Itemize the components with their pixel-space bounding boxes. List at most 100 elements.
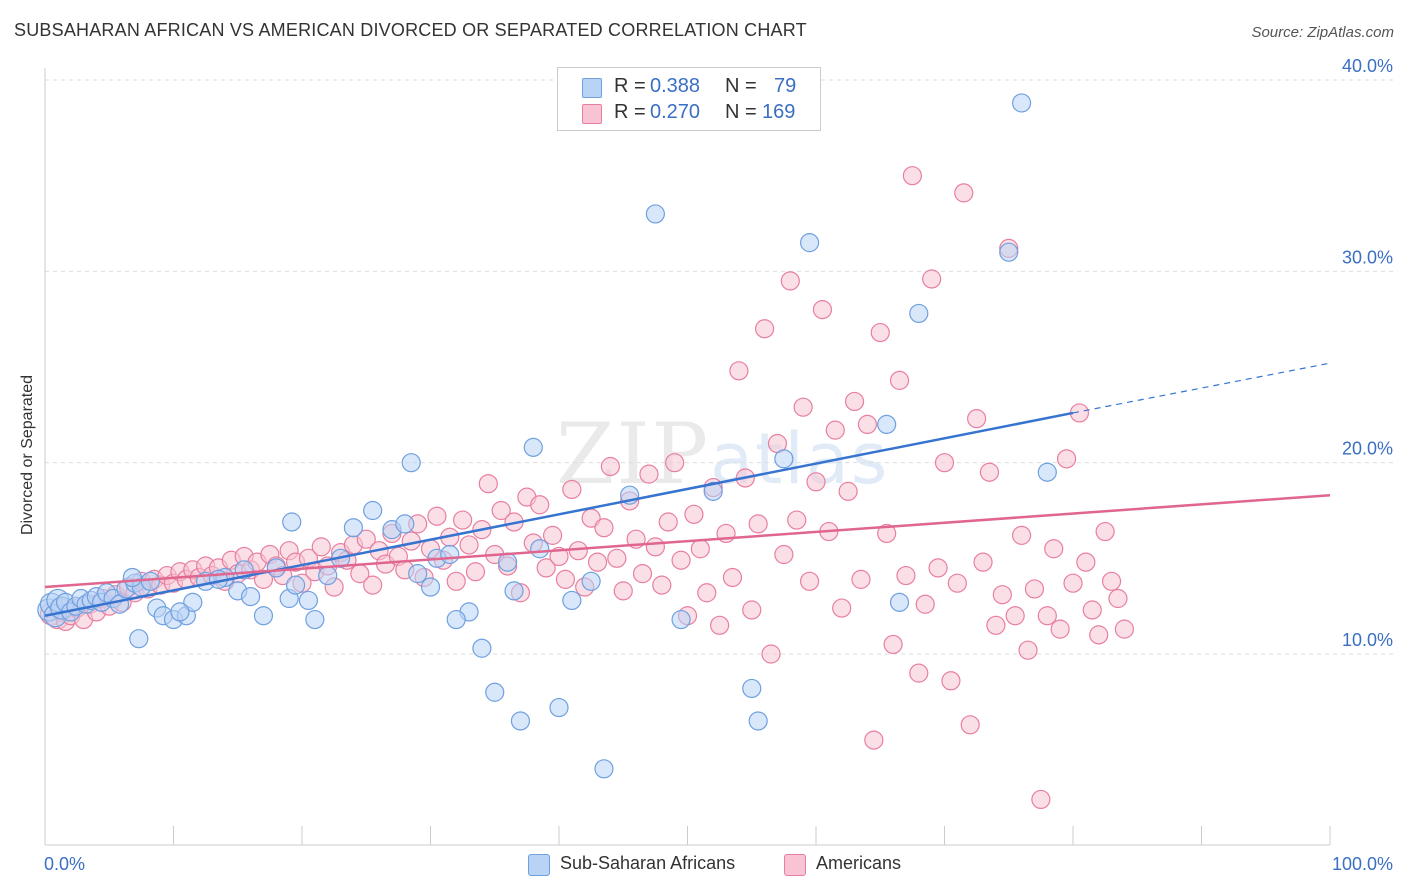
axes <box>44 68 1331 846</box>
sub-saharan-africans-point <box>504 581 524 601</box>
americans-point <box>1037 606 1057 626</box>
r-label: R = <box>614 101 646 123</box>
sub-saharan-africans-point <box>253 606 274 626</box>
tick-labels: 10.0% 20.0% 30.0% 40.0% 0.0% 100.0% <box>44 56 1393 874</box>
americans-point <box>967 409 987 429</box>
americans-point <box>1114 619 1135 639</box>
n-label: N = <box>725 101 757 123</box>
americans-point <box>774 544 794 565</box>
sub-saharan-africans-point <box>472 638 492 658</box>
sub-saharan-africans-point <box>408 564 428 584</box>
americans-point <box>812 300 833 320</box>
americans-point <box>1095 521 1115 542</box>
sub-saharan-africans-point <box>671 609 691 630</box>
x-tick-label: 0.0% <box>44 854 85 874</box>
stats-swatch-americans <box>582 104 602 124</box>
americans-point <box>600 456 621 477</box>
americans-point <box>909 663 929 683</box>
americans-point <box>1089 625 1109 645</box>
americans-point <box>568 541 588 561</box>
americans-point <box>787 510 807 530</box>
sub-saharan-africans-point <box>909 303 929 324</box>
americans-point <box>754 319 775 339</box>
americans-point <box>453 510 473 530</box>
americans-point <box>607 548 627 568</box>
americans-point <box>877 523 897 544</box>
americans-point <box>1082 600 1102 620</box>
americans-point <box>928 558 948 578</box>
americans-point <box>690 539 710 559</box>
sub-saharan-africans-point <box>241 586 261 607</box>
trend-line-sub-saharan-africans <box>44 411 1074 617</box>
americans-point <box>1011 525 1032 545</box>
y-tick-label: 20.0% <box>1342 439 1393 459</box>
legend-label: Sub-Saharan Africans <box>560 853 736 873</box>
americans-point <box>799 571 820 591</box>
sub-saharan-africans-point <box>183 592 203 612</box>
sub-saharan-africans-point <box>742 678 762 699</box>
sub-saharan-africans-point <box>129 629 149 649</box>
americans-point <box>594 518 614 538</box>
sub-saharan-africans-point <box>1037 462 1057 482</box>
sub-saharan-africans-point <box>594 759 614 779</box>
americans-point <box>427 506 447 526</box>
sub-saharan-africans-point <box>298 590 319 611</box>
americans-point <box>954 183 974 203</box>
americans-point <box>761 644 781 664</box>
americans-point <box>632 564 653 584</box>
americans-point <box>883 634 903 655</box>
americans-point <box>671 550 691 570</box>
americans-point <box>979 462 1000 482</box>
americans-point <box>1076 552 1096 572</box>
sub-saharan-africans-point <box>140 571 160 591</box>
sub-saharan-africans-point <box>395 514 415 534</box>
legend-swatch-americans <box>784 854 806 876</box>
americans-point <box>1063 573 1083 593</box>
americans-point <box>844 391 865 412</box>
sub-saharan-africans-point <box>581 571 601 591</box>
americans-point <box>658 512 678 532</box>
trend-line-sub-saharan-africans-extension <box>1072 362 1331 414</box>
sub-saharan-africans-point <box>363 500 383 521</box>
americans-point <box>1056 449 1077 469</box>
americans-point <box>832 598 852 618</box>
stats-swatch-africans <box>582 78 602 98</box>
americans-point <box>363 575 383 595</box>
sub-saharan-africans-point <box>889 592 910 612</box>
americans-point <box>793 397 813 417</box>
americans-point <box>665 453 685 473</box>
legend-label: Americans <box>816 853 902 873</box>
americans-point <box>986 615 1006 635</box>
sub-saharan-africans-point <box>282 512 302 532</box>
sub-saharan-africans-point <box>420 577 441 597</box>
sub-saharan-africans-point <box>343 518 363 538</box>
americans-point <box>311 537 331 557</box>
americans-point <box>870 322 890 343</box>
sub-saharan-africans-point <box>562 590 582 611</box>
r-value: 0.270 <box>650 101 701 123</box>
americans-point <box>555 569 576 589</box>
americans-point <box>896 565 916 586</box>
americans-point <box>864 730 884 750</box>
trend-line-americans <box>44 493 1331 589</box>
americans-point <box>587 552 608 572</box>
americans-point <box>941 671 961 691</box>
chart-title: SUBSAHARAN AFRICAN VS AMERICAN DIVORCED … <box>14 20 807 40</box>
n-label: N = <box>725 75 757 97</box>
americans-point <box>542 525 563 545</box>
americans-point <box>549 546 569 567</box>
sub-saharan-africans-point <box>530 539 550 559</box>
r-label: R = <box>614 75 646 97</box>
americans-point <box>491 500 511 521</box>
americans-point <box>851 569 871 589</box>
americans-point <box>960 715 980 735</box>
sub-saharan-africans-point <box>510 711 531 731</box>
y-tick-label: 40.0% <box>1342 56 1393 76</box>
americans-point <box>729 361 749 381</box>
americans-point <box>1108 588 1128 609</box>
americans-point <box>742 600 762 620</box>
sub-saharan-africans-point <box>1011 93 1032 113</box>
legend-swatch-africans <box>528 854 550 876</box>
y-tick-label: 30.0% <box>1342 247 1393 267</box>
